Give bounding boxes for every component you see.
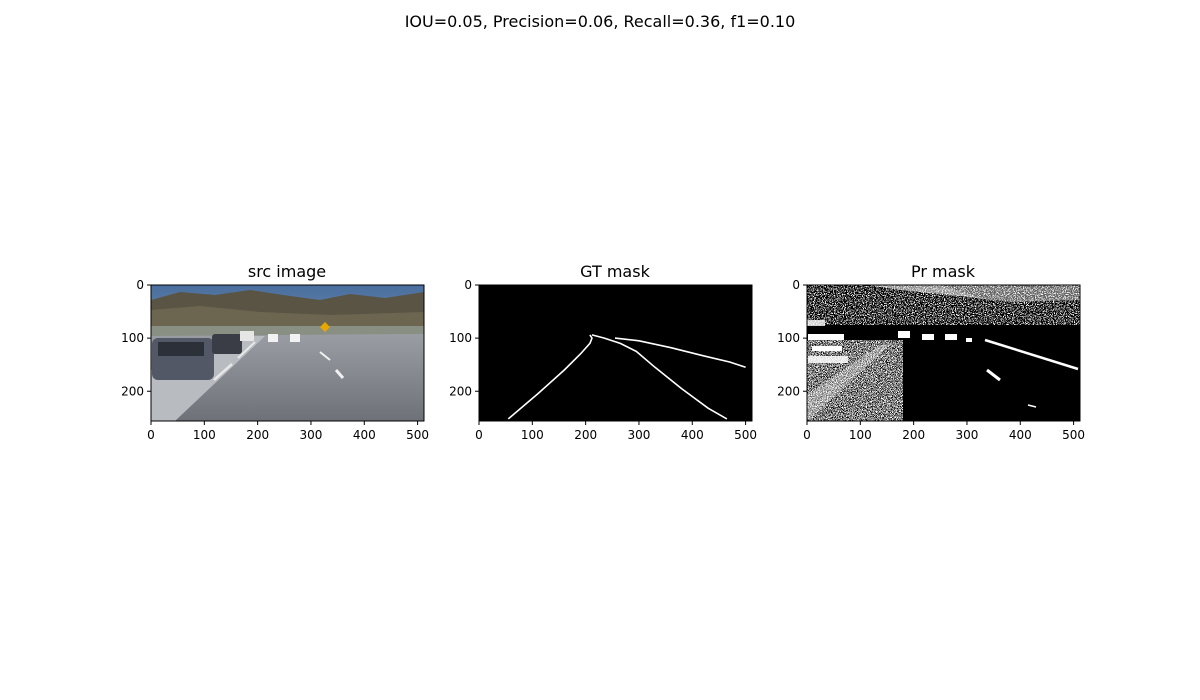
lane-line <box>614 337 746 369</box>
x-tick-label: 0 <box>475 428 483 442</box>
panel-title: src image <box>248 262 326 281</box>
x-tick-label: 400 <box>1009 428 1032 442</box>
y-tick-label: 200 <box>121 384 144 398</box>
predicted-mask <box>807 285 1080 421</box>
y-axis: 0 100 200 <box>777 278 807 398</box>
x-tick-label: 500 <box>406 428 429 442</box>
x-tick-label: 300 <box>956 428 979 442</box>
x-axis: 0 100 200 300 400 500 <box>147 421 429 442</box>
x-tick-label: 300 <box>628 428 651 442</box>
x-tick-label: 400 <box>353 428 376 442</box>
panel-pr-mask: Pr mask 0 100 200 300 400 500 0 100 200 <box>777 262 1085 442</box>
x-axis: 0 100 200 300 400 500 <box>803 421 1085 442</box>
x-tick-label: 500 <box>734 428 757 442</box>
road-scene-photo <box>151 285 424 421</box>
axes-frame <box>478 284 753 422</box>
y-tick-label: 200 <box>777 384 800 398</box>
lane-line <box>591 334 728 420</box>
y-tick-label: 0 <box>464 278 472 292</box>
y-tick-label: 100 <box>121 331 144 345</box>
x-tick-label: 300 <box>300 428 323 442</box>
x-tick-label: 200 <box>574 428 597 442</box>
x-tick-label: 500 <box>1062 428 1085 442</box>
x-tick-label: 400 <box>681 428 704 442</box>
y-axis: 0 100 200 <box>449 278 479 398</box>
x-tick-label: 100 <box>193 428 216 442</box>
x-axis: 0 100 200 300 400 500 <box>475 421 757 442</box>
panel-title: GT mask <box>580 262 650 281</box>
lane-lines <box>507 334 746 420</box>
x-tick-label: 100 <box>521 428 544 442</box>
x-tick-label: 200 <box>902 428 925 442</box>
y-axis: 0 100 200 <box>121 278 151 398</box>
axes-frame <box>150 284 425 422</box>
y-tick-label: 0 <box>792 278 800 292</box>
panel-title: Pr mask <box>911 262 976 281</box>
panel-gt-mask: GT mask 0 100 200 300 400 500 0 100 200 <box>449 262 757 442</box>
figure-suptitle: IOU=0.05, Precision=0.06, Recall=0.36, f… <box>405 12 796 31</box>
x-tick-label: 200 <box>246 428 269 442</box>
y-tick-label: 200 <box>449 384 472 398</box>
y-tick-label: 100 <box>777 331 800 345</box>
x-tick-label: 0 <box>803 428 811 442</box>
x-tick-label: 0 <box>147 428 155 442</box>
y-tick-label: 0 <box>136 278 144 292</box>
y-tick-label: 100 <box>449 331 472 345</box>
panel-src-image: src image 0 100 200 300 400 500 0 100 200 <box>121 262 429 442</box>
lane-line <box>507 334 593 420</box>
mask-background <box>479 285 752 421</box>
axes-frame <box>806 284 1081 422</box>
x-tick-label: 100 <box>849 428 872 442</box>
